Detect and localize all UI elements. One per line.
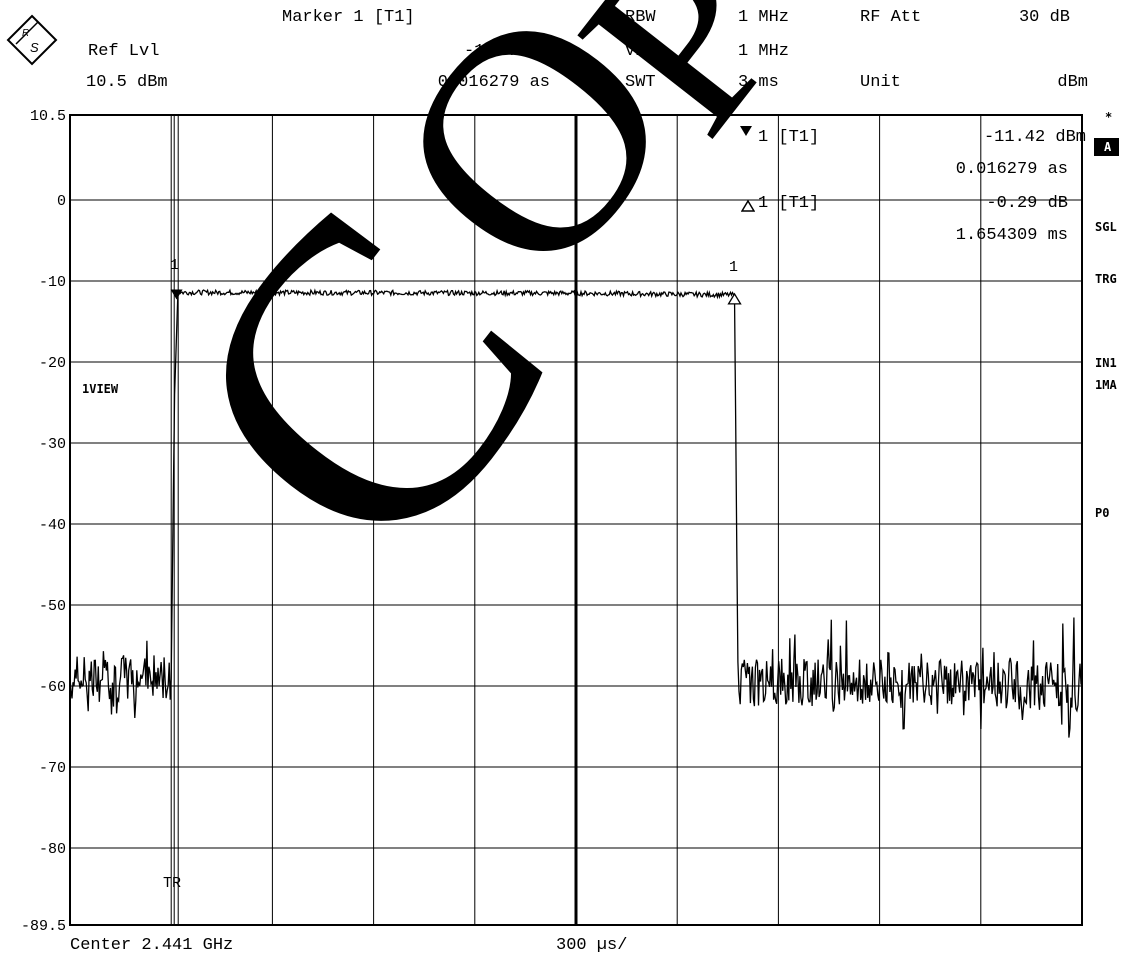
rbw-label: RBW (625, 8, 656, 27)
svg-text:R: R (22, 28, 29, 39)
side-sgl: SGL (1095, 220, 1117, 234)
vbw-value: 1 MHz (738, 42, 790, 61)
swt-label: SWT (625, 73, 656, 92)
y-tick-label: -80 (39, 841, 66, 858)
rbw-value: 1 MHz (738, 8, 790, 27)
y-tick-label: -30 (39, 436, 66, 453)
marker-title: Marker 1 [T1] (282, 8, 415, 27)
delta-marker-triangle (727, 292, 742, 305)
marker-level: -11.42 dBm (463, 42, 566, 61)
unit-value: dBm (1057, 73, 1088, 92)
trace (69, 288, 1083, 738)
marker-1-time: 0.016279 as (955, 160, 1068, 179)
marker-1-flag: 1 (170, 257, 180, 274)
delta-1-label: 1 [T1] (758, 194, 820, 213)
y-tick-label: -10 (39, 274, 66, 291)
side-p0: P0 (1095, 506, 1110, 520)
rf-att-label: RF Att (860, 8, 922, 27)
side-star: * (1105, 110, 1113, 124)
marker-1-label: 1 [T1] (758, 128, 820, 147)
y-tick-label: -20 (39, 355, 66, 372)
rs-logo: R S (6, 14, 58, 66)
trace-mode-label: 1VIEW (82, 382, 119, 396)
y-tick-labels: 10.5 0 -10 -20 -30 -40 -50 -60 -70 -80 -89.5 (21, 108, 66, 935)
vbw-label: VBW (625, 42, 656, 61)
markers (170, 289, 742, 305)
y-tick-label: -60 (39, 679, 66, 696)
delta-1-time: 1.654309 ms (955, 226, 1068, 245)
ref-level-label: Ref Lvl (88, 42, 160, 61)
y-tick-label: 10.5 (30, 108, 66, 125)
delta-1-flag: 1 (729, 259, 739, 276)
grid (69, 114, 1083, 926)
svg-text:S: S (30, 40, 39, 55)
center-frequency: Center 2.441 GHz (70, 936, 234, 955)
y-tick-label: -40 (39, 517, 66, 534)
side-in1: IN1 (1095, 356, 1117, 370)
ref-level-value: 10.5 dBm (86, 73, 168, 92)
side-1ma: 1MA (1095, 378, 1117, 392)
y-tick-label: -70 (39, 760, 66, 777)
delta-1-level: -0.29 dB (986, 194, 1068, 213)
time-per-division: 300 µs/ (556, 936, 628, 955)
trace-line (69, 288, 1083, 738)
y-tick-label: -50 (39, 598, 66, 615)
marker-1-symbol-legend (740, 126, 752, 136)
side-trg: TRG (1095, 272, 1117, 286)
y-tick-label: 0 (57, 193, 66, 210)
y-tick-label: -89.5 (21, 918, 66, 935)
side-trace-a: A (1094, 138, 1120, 156)
marker-1-triangle (170, 289, 183, 300)
swt-value: 3 ms (738, 73, 779, 92)
rf-att-value: 30 dB (1018, 8, 1070, 27)
trigger-label: TR (163, 875, 182, 892)
unit-label: Unit (860, 73, 901, 92)
marker-1-level: -11.42 dBm (983, 128, 1086, 147)
delta-1-symbol-legend (741, 200, 755, 212)
marker-time: 0.016279 as (437, 73, 550, 92)
